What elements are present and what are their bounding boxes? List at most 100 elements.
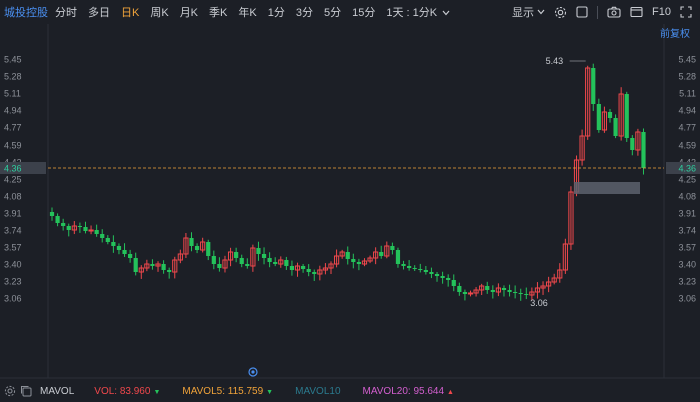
candle-body-down (66, 226, 71, 230)
arrow-up-icon: ▲ (447, 388, 454, 396)
candle-body-down (624, 94, 629, 138)
right-axis-tick: 3.40 (678, 260, 696, 270)
left-axis-tick: 4.77 (4, 123, 22, 133)
candle-body-up (585, 67, 591, 137)
candle-body-up (579, 135, 585, 161)
candle-body-up (328, 263, 334, 269)
timeframe-dropdown-label: 1天 : 1分K (386, 7, 438, 19)
candle-body-down (596, 104, 601, 130)
left-axis-tick: 5.45 (4, 55, 22, 65)
f10-button[interactable]: F10 (652, 6, 671, 18)
tab-yearly-k[interactable]: 年K (238, 7, 257, 19)
left-axis-tick: 4.25 (4, 175, 22, 185)
stock-name-link[interactable]: 城投控股 (4, 7, 48, 19)
candle-body-down (133, 258, 138, 272)
candle-body-down (356, 262, 361, 264)
candle-body-up (339, 251, 345, 257)
candle-body-up (227, 251, 234, 261)
candle-body-down (273, 262, 278, 264)
hover-tooltip-box (574, 182, 640, 194)
tab-fenshi[interactable]: 分时 (55, 7, 77, 19)
candle-body-up (557, 269, 563, 279)
timeframe-dropdown[interactable]: 1天 : 1分K (386, 4, 450, 20)
left-axis-tick: 3.91 (4, 209, 22, 219)
candle-body-down (407, 266, 412, 268)
candle-body-up (601, 111, 608, 131)
gear-icon[interactable] (4, 385, 16, 397)
candle-body-down (630, 138, 635, 150)
candle-body-down (105, 238, 110, 242)
candle-body-up (529, 291, 535, 296)
candle-body-down (217, 264, 222, 268)
candle-body-down (128, 254, 133, 258)
right-axis-tick: 3.06 (678, 294, 696, 304)
candle-body-down (518, 293, 523, 294)
candle-body-up (562, 243, 568, 271)
candle-body-down (379, 252, 384, 256)
right-axis-tick: 4.94 (678, 106, 696, 116)
left-axis-tick: 4.94 (4, 106, 22, 116)
candle-body-down (94, 230, 99, 234)
candle-body-down (261, 254, 267, 258)
gear-icon[interactable] (554, 6, 567, 19)
candle-body-up (568, 191, 574, 245)
arrow-down-icon: ▼ (153, 388, 161, 396)
candle-body-up (473, 289, 479, 294)
candle-body-down (306, 269, 311, 272)
candle-body-down (451, 280, 456, 286)
candle-body-up (618, 93, 624, 137)
toolbar-divider (597, 5, 599, 19)
fullscreen-square-icon[interactable] (576, 6, 588, 18)
price-adjust-button[interactable]: 前复权 (660, 29, 690, 40)
tab-monthly-k[interactable]: 月K (179, 7, 199, 19)
expand-icon[interactable] (680, 6, 692, 18)
candle-body-down (485, 286, 490, 290)
candle-body-down (284, 260, 289, 266)
chevron-down-icon (537, 9, 545, 15)
right-axis-tick: 3.23 (678, 277, 696, 287)
candle-body-up (250, 247, 256, 267)
candle-body-up (222, 259, 228, 269)
candle-body-down (256, 248, 261, 254)
candle-body-down (440, 276, 445, 278)
mavol5-value: MAVOL5: 115.759 ▼ (182, 386, 273, 397)
candle-body-up (479, 285, 485, 291)
candle-body-down (501, 288, 507, 290)
camera-icon[interactable] (607, 6, 621, 18)
window-icon[interactable] (630, 6, 643, 18)
current-price-right-box (666, 162, 700, 174)
copy-icon[interactable] (20, 385, 32, 397)
mavol-label[interactable]: MAVOL (40, 385, 75, 397)
candle-body-down (211, 256, 216, 264)
left-axis-tick: 5.11 (4, 89, 21, 99)
tab-quarterly-k[interactable]: 季K (209, 7, 228, 19)
candle-body-down (100, 234, 105, 238)
candle-body-up (551, 277, 557, 283)
tab-weekly-k[interactable]: 周K (150, 7, 169, 19)
tab-15min[interactable]: 15分 (352, 7, 376, 19)
candle-body-up (467, 292, 474, 295)
indicator-bar: MAVOL VOL: 83.960 ▼ MAVOL5: 115.759 ▼ MAVO… (0, 380, 700, 402)
tab-multiday[interactable]: 多日 (88, 7, 110, 19)
display-dropdown[interactable]: 显示 (512, 4, 545, 20)
candle-body-down (55, 216, 60, 223)
candle-body-up (177, 253, 183, 261)
candle-body-down (591, 68, 596, 104)
tab-5min[interactable]: 5分 (323, 7, 342, 19)
candle-body-up (361, 260, 368, 265)
candle-body-down (446, 278, 451, 280)
candle-body-down (613, 118, 618, 136)
candle-body-up (294, 265, 301, 271)
right-axis-tick: 4.59 (678, 141, 696, 151)
candle-body-down (111, 242, 116, 246)
candle-body-down (122, 250, 127, 254)
candle-body-up (546, 281, 552, 287)
left-axis-tick: 3.57 (4, 243, 22, 253)
candle-body-down (189, 238, 194, 246)
tab-3min[interactable]: 3分 (295, 7, 313, 19)
tab-1min[interactable]: 1分 (267, 7, 285, 19)
current-price-right-label: 4.36 (678, 164, 696, 174)
tab-daily-k[interactable]: 日K (121, 7, 140, 19)
current-price-left-label: 4.36 (4, 164, 22, 174)
